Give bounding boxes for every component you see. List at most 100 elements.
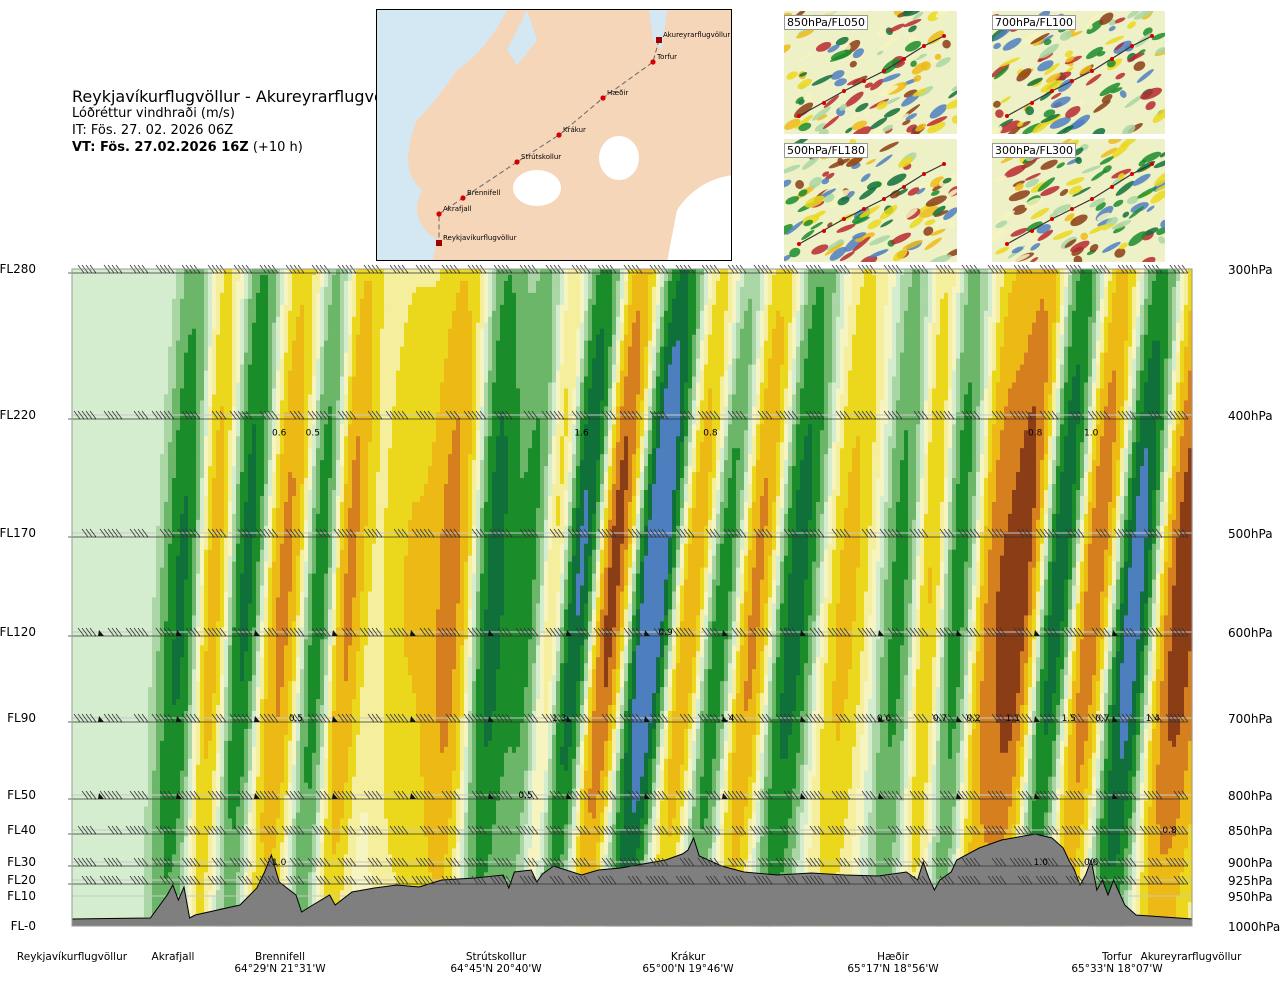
field-cell — [836, 358, 841, 366]
field-cell — [884, 310, 893, 318]
field-cell — [928, 358, 933, 366]
field-cell — [244, 334, 249, 342]
field-cell — [680, 448, 685, 455]
field-cell — [656, 364, 661, 372]
field-cell — [612, 394, 617, 401]
field-cell — [316, 382, 321, 390]
field-cell — [952, 304, 957, 312]
field-cell — [264, 436, 269, 443]
field-cell — [304, 412, 309, 419]
field-cell — [348, 436, 357, 443]
field-cell — [328, 304, 341, 312]
field-cell — [900, 292, 909, 300]
field-cell — [628, 328, 633, 336]
field-cell — [664, 304, 669, 312]
field-cell — [488, 280, 493, 288]
field-cell — [1052, 400, 1057, 407]
field-cell — [952, 298, 957, 306]
field-cell — [212, 274, 217, 282]
field-cell — [316, 394, 321, 401]
field-cell — [356, 280, 365, 288]
field-cell — [168, 352, 177, 360]
field-cell — [808, 274, 837, 282]
field-cell — [988, 274, 993, 282]
field-cell — [564, 346, 577, 354]
field-cell — [996, 316, 1001, 324]
field-cell — [792, 436, 797, 443]
field-cell — [764, 370, 769, 378]
field-cell — [1128, 292, 1133, 300]
field-cell — [788, 346, 793, 354]
field-cell — [1100, 328, 1105, 336]
field-cell — [660, 334, 665, 342]
field-cell — [1068, 424, 1077, 431]
field-cell — [1168, 292, 1173, 300]
field-cell — [284, 376, 289, 384]
field-cell — [840, 424, 845, 431]
field-cell — [1060, 448, 1065, 455]
field-cell — [1104, 364, 1125, 372]
field-cell — [212, 340, 217, 348]
field-cell — [1072, 310, 1093, 318]
field-cell — [880, 430, 885, 437]
field-cell — [332, 412, 337, 419]
field-cell — [472, 352, 477, 360]
field-cell — [452, 430, 461, 437]
field-cell — [824, 412, 829, 419]
field-cell — [640, 316, 649, 324]
field-cell — [1168, 394, 1173, 401]
field-cell — [980, 412, 985, 419]
field-cell — [972, 424, 977, 431]
field-cell — [724, 382, 729, 390]
field-cell — [756, 370, 761, 378]
field-cell — [852, 352, 877, 360]
field-cell — [704, 358, 709, 366]
field-cell — [796, 358, 801, 366]
field-cell — [752, 394, 757, 401]
field-cell — [964, 394, 973, 401]
field-cell — [796, 376, 801, 384]
field-cell — [744, 274, 761, 282]
field-cell — [1168, 286, 1173, 294]
field-cell — [768, 310, 777, 318]
field-cell — [1056, 424, 1061, 431]
field-cell — [1048, 436, 1053, 443]
field-cell — [248, 340, 253, 348]
field-cell — [928, 400, 933, 407]
field-cell — [996, 388, 1009, 396]
field-cell — [472, 364, 477, 372]
field-cell — [556, 400, 561, 407]
field-cell — [312, 352, 317, 360]
field-cell — [720, 394, 725, 401]
field-cell — [180, 400, 197, 407]
thumb-blob — [880, 35, 900, 51]
field-cell — [836, 394, 841, 401]
field-cell — [952, 430, 957, 437]
field-cell — [1156, 436, 1161, 443]
field-cell — [656, 436, 661, 443]
field-cell — [1116, 382, 1125, 390]
field-cell — [552, 322, 557, 330]
thumbnail-850[interactable]: 850hPa/FL050 — [784, 11, 957, 134]
field-cell — [496, 442, 509, 449]
field-cell — [720, 448, 725, 455]
field-cell — [240, 400, 245, 407]
field-cell — [72, 346, 169, 354]
field-cell — [700, 304, 705, 312]
field-cell — [688, 442, 693, 449]
field-cell — [828, 388, 833, 396]
field-cell — [852, 364, 877, 372]
field-cell — [1132, 358, 1137, 366]
field-cell — [208, 448, 213, 455]
field-cell — [1068, 274, 1073, 282]
field-cell — [704, 334, 709, 342]
field-cell — [1124, 394, 1129, 401]
field-cell — [624, 292, 629, 300]
field-cell — [1136, 376, 1141, 384]
field-cell — [196, 406, 201, 413]
field-cell — [220, 316, 233, 324]
field-cell — [848, 370, 877, 378]
field-cell — [664, 298, 669, 306]
field-cell — [1128, 316, 1133, 324]
field-cell — [912, 274, 921, 282]
